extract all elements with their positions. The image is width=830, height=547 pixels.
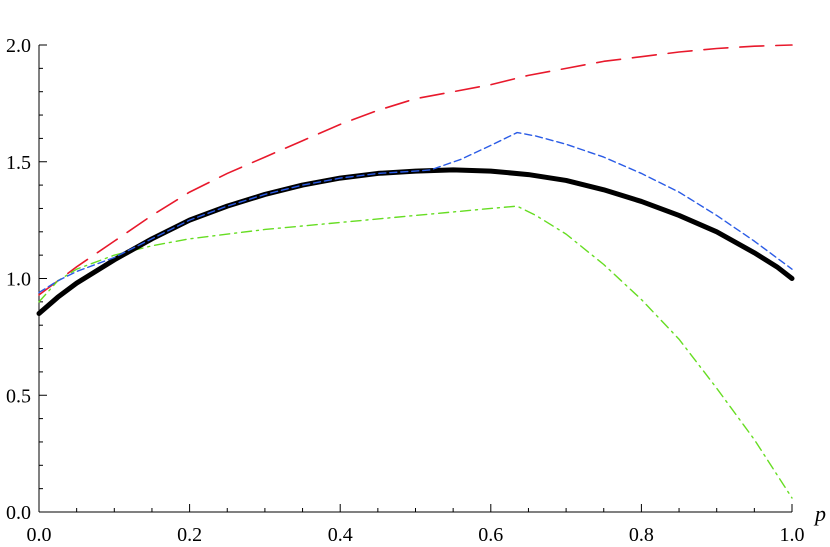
- series-line-long-dash: [38, 44, 793, 296]
- y-tick-label: 1.0: [6, 269, 31, 291]
- x-tick-label: 1.0: [780, 524, 805, 546]
- x-tick-label: 0.6: [478, 524, 503, 546]
- x-tick-label: 0.2: [177, 524, 202, 546]
- labels: p: [813, 501, 826, 526]
- x-tick-label: 0.4: [328, 524, 353, 546]
- x-axis-label: p: [813, 501, 826, 526]
- x-tick-label: 0.0: [27, 524, 52, 546]
- y-tick-label: 0.5: [6, 385, 31, 407]
- series-line-short-dash: [38, 131, 793, 294]
- y-tick-label: 0.0: [6, 502, 31, 524]
- y-tick-label: 2.0: [6, 35, 31, 57]
- ticks: 0.0 0.2 0.4 0.6 0.8 1.0 0.0 0.5 1.0 1.5 2.0: [6, 35, 805, 546]
- series-group: [36, 44, 795, 499]
- x-tick-label: 0.8: [629, 524, 654, 546]
- plot-frame: [38, 45, 792, 513]
- series-line-dash-dot: [38, 205, 793, 499]
- y-tick-label: 1.5: [6, 152, 31, 174]
